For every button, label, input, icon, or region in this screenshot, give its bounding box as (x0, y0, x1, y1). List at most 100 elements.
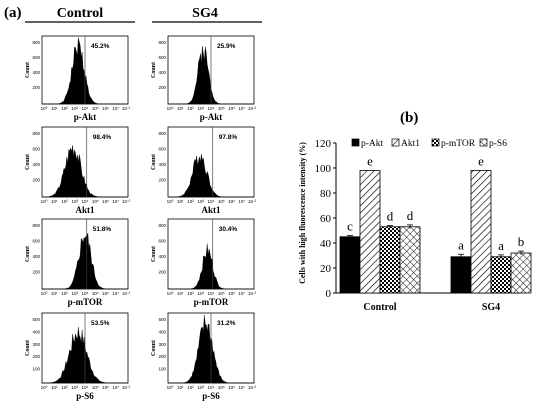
x-tick-label: 10⁴ (82, 291, 89, 296)
y-tick-label: 200 (32, 354, 40, 359)
y-tick-label: 800 (158, 40, 166, 45)
legend-item-p-mtor: p-mTOR (431, 138, 476, 149)
x-tick-label: 10⁶ (102, 385, 109, 390)
y-tick-label: 600 (158, 239, 166, 244)
y-tick-label: 200 (32, 270, 40, 275)
histogram-p-mtor-control: 51.8% 800 600 400 200 Count 10⁰ 10¹ 10² 10³ 10⁴ 10⁵… (25, 218, 131, 307)
x-tick-label: 10⁶ (102, 199, 109, 204)
y-tick-label: 200 (158, 85, 166, 90)
y-tick-label: 200 (32, 85, 40, 90)
x-tick-label: 10⁵ (92, 106, 99, 111)
x-tick-label: 10⁰ (41, 291, 48, 296)
x-tick-label: 10⁷ (238, 291, 245, 296)
y-tick-label: 200 (32, 178, 40, 183)
y-tick-label: 600 (32, 55, 40, 60)
y-axis-label: Count (151, 154, 157, 170)
x-tick-label: 10·² (248, 385, 257, 390)
significance-letter: a (458, 237, 464, 252)
marker-label: Akt1 (201, 205, 221, 215)
y-tick-label: 400 (32, 329, 40, 334)
y-axis-label: Count (25, 62, 31, 78)
x-tick-label: 10⁷ (112, 291, 119, 296)
x-tick-label: 10³ (71, 106, 78, 111)
bar-p-mtor-control (379, 226, 401, 294)
x-tick-label: 10⁷ (238, 385, 245, 390)
legend-swatch (431, 138, 440, 147)
x-tick-label: 10³ (71, 291, 78, 296)
histogram-curve (168, 243, 254, 290)
x-tick-label: 10⁶ (102, 106, 109, 111)
x-tick-label: 10⁵ (218, 106, 225, 111)
y-tick-label: 300 (158, 342, 166, 347)
x-tick-label: 10⁰ (167, 385, 174, 390)
histogram-akt1-sg4: 97.8% 800 600 400 200 Count 10⁰ 10¹ 10² 10³ 10⁴ 10⁵… (151, 126, 256, 215)
histogram-curve (42, 145, 128, 198)
x-tick-label: 10·² (248, 106, 257, 111)
histogram-p-s6-control: 53.5% 500 400 300 200 100 Count 10⁰ 10¹ 10² 10³ 10⁴… (25, 312, 130, 401)
panel-a-letter: (a) (4, 5, 22, 21)
gate-percentage: 45.2% (91, 43, 110, 50)
histogram-curve (168, 154, 254, 198)
x-tick-label: 10⁶ (228, 106, 235, 111)
legend-label: p-mTOR (441, 139, 476, 149)
legend-item-p-akt: p-Akt (351, 138, 384, 149)
bar-akt1-control (359, 170, 381, 294)
marker-label: p-mTOR (68, 297, 103, 307)
y-tick-label: 800 (158, 131, 166, 136)
x-tick-label: 10·² (248, 291, 257, 296)
bar-p-akt-sg4 (450, 256, 472, 294)
x-tick-label: 10⁶ (228, 385, 235, 390)
x-tick-label: 10² (61, 291, 68, 296)
x-tick-label: 10⁴ (208, 199, 215, 204)
legend-item-p-s6: p-S6 (479, 138, 507, 149)
x-tick-label: 10⁰ (167, 106, 174, 111)
x-tick-label: 10⁴ (208, 291, 215, 296)
y-tick-label: 100 (315, 163, 332, 175)
y-tick-label: 0 (326, 288, 332, 300)
gate-percentage: 30.4% (219, 226, 238, 233)
significance-letter: a (498, 238, 504, 253)
x-tick-label: 10⁴ (208, 385, 215, 390)
x-tick-label: 10·² (122, 106, 131, 111)
y-tick-label: 100 (32, 367, 40, 372)
x-tick-label: 10·² (122, 291, 131, 296)
x-tick-label: 10¹ (177, 106, 184, 111)
x-tick-label: 10¹ (51, 106, 58, 111)
histogram-p-mtor-sg4: 30.4% 800 600 400 200 Count 10⁰ 10¹ 10² 10³ 10⁴ 10⁵… (151, 218, 257, 307)
x-tick-label: 10⁰ (167, 291, 174, 296)
y-tick-label: 60 (320, 213, 332, 225)
histogram-curve (42, 233, 128, 290)
y-tick-label: 100 (158, 367, 166, 372)
significance-letter: d (407, 208, 414, 223)
x-tick-label: 10³ (197, 385, 204, 390)
x-tick-label: 10⁰ (41, 199, 48, 204)
gate-percentage: 51.8% (93, 226, 112, 233)
y-axis-label: Count (151, 246, 157, 262)
x-tick-label: 10¹ (177, 199, 184, 204)
x-tick-label: 10² (187, 385, 194, 390)
x-tick-label: 10⁴ (208, 106, 215, 111)
gate-percentage: 25.9% (217, 43, 236, 50)
gate-percentage: 98.4% (93, 134, 112, 141)
x-tick-label: 10⁶ (102, 291, 109, 296)
y-tick-label: 600 (32, 147, 40, 152)
y-tick-label: 800 (32, 40, 40, 45)
y-tick-label: 400 (32, 254, 40, 259)
x-tick-label: 10¹ (51, 385, 58, 390)
legend-swatch (391, 138, 400, 147)
y-tick-label: 400 (158, 70, 166, 75)
x-tick-label: 10·² (122, 199, 131, 204)
legend-swatch (351, 138, 360, 147)
panel-b-letter: (b) (400, 110, 418, 126)
y-axis-title: Cells with high fluorescence intensity (… (298, 142, 307, 284)
significance-letter: c (347, 219, 353, 234)
x-tick-label: 10² (187, 106, 194, 111)
x-tick-label: 10⁶ (228, 199, 235, 204)
x-tick-label: 10⁴ (82, 106, 89, 111)
bar-p-s6-sg4 (510, 252, 532, 294)
x-tick-label: 10⁴ (82, 199, 89, 204)
bar-p-s6-control (399, 226, 421, 294)
x-tick-label: 10³ (71, 385, 78, 390)
x-tick-label: 10⁰ (41, 106, 48, 111)
legend-item-akt1: Akt1 (391, 138, 420, 149)
